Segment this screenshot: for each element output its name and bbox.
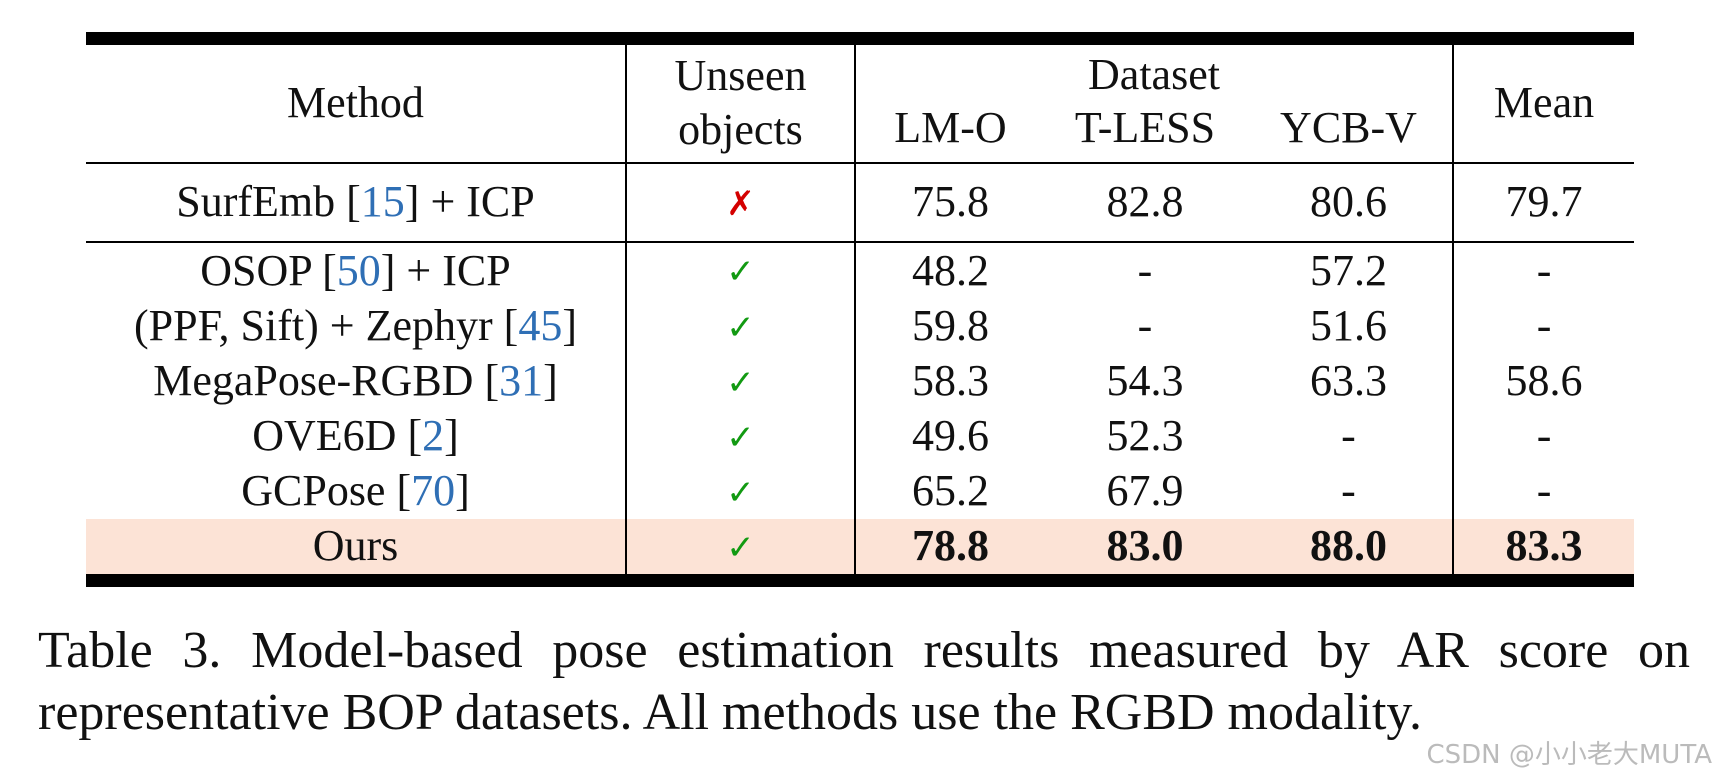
method-name: OVE6D [	[252, 411, 423, 460]
unseen-cell: ✓	[626, 463, 856, 519]
method-cell: SurfEmb [15] + ICP	[86, 161, 627, 242]
mean-cell: -	[1453, 240, 1635, 299]
unseen-mark: ✓	[726, 252, 755, 292]
value-cell: 59.8	[912, 301, 989, 350]
caption: Table 3. Model-based pose estimation res…	[38, 622, 1690, 741]
unseen-cell: ✓	[626, 353, 856, 409]
method-suffix: ]	[444, 411, 459, 460]
header-dataset-column: T-LESS	[1074, 103, 1216, 152]
value-cell: 67.9	[1106, 466, 1184, 515]
value-cell: 80.6	[1245, 161, 1455, 242]
value-cell: -	[1045, 240, 1245, 299]
method-name: GCPose [	[241, 466, 412, 515]
method-name: Ours	[312, 521, 399, 570]
unseen-mark: ✗	[726, 183, 755, 224]
value-cell: 65.2	[912, 466, 989, 515]
method-name: SurfEmb [	[176, 177, 361, 226]
header-unseen: Unseen objects	[626, 38, 856, 163]
value-cell: -	[1245, 463, 1455, 519]
value-cell: 54.3	[1106, 356, 1184, 405]
citation: 31	[499, 356, 544, 405]
citation: 15	[360, 177, 405, 226]
unseen-mark: ✓	[726, 362, 755, 403]
unseen-mark: ✓	[726, 417, 755, 458]
results-table: Method Unseen objects Dataset Mean LM-O T…	[86, 32, 1635, 587]
method-cell: MegaPose-RGBD [31]	[86, 353, 627, 409]
header-dataset-column: LM-O	[894, 103, 1007, 152]
method-suffix: ]	[543, 356, 558, 405]
table-row: GCPose [70] ✓ 65.2 67.9 - -	[86, 463, 1634, 519]
method-name: MegaPose-RGBD [	[153, 356, 500, 405]
unseen-cell: ✓	[626, 518, 856, 580]
mean-cell: -	[1536, 411, 1552, 460]
value-cell: 88.0	[1245, 518, 1455, 580]
mean-cell: -	[1536, 466, 1552, 515]
method-cell: (PPF, Sift) + Zephyr [45]	[86, 298, 627, 354]
value-cell: 48.2	[855, 240, 1045, 299]
value-cell: -	[1137, 301, 1153, 350]
unseen-cell: ✗	[626, 161, 856, 242]
header-method: Method	[86, 38, 627, 163]
method-suffix: ]	[562, 301, 577, 350]
unseen-cell: ✓	[626, 298, 856, 354]
citation: 70	[411, 466, 456, 515]
method-suffix: ]	[455, 466, 470, 515]
citation: 2	[422, 411, 445, 460]
table-row: OSOP [50] + ICP ✓ 48.2-57.2-	[86, 240, 1635, 299]
value-cell: 52.3	[1106, 411, 1184, 460]
method-cell: OVE6D [2]	[86, 408, 627, 464]
value-cell: 83.0	[1045, 518, 1245, 580]
value-cell: 78.8	[855, 518, 1045, 580]
method-cell: Ours	[86, 518, 627, 580]
header-dataset-column: YCB-V	[1245, 100, 1455, 163]
value-cell: 57.2	[1245, 240, 1455, 299]
method-suffix: ] + ICP	[404, 177, 535, 226]
mean-cell: 58.6	[1505, 356, 1583, 405]
citation: 45	[518, 301, 563, 350]
value-cell: 49.6	[912, 411, 989, 460]
header-mean: Mean	[1493, 78, 1595, 128]
unseen-cell: ✓	[626, 408, 856, 464]
table-row: OVE6D [2] ✓ 49.6 52.3 - -	[86, 408, 1634, 464]
method-suffix: ] + ICP	[380, 245, 511, 295]
table-row: SurfEmb [15] + ICP ✗ 75.8 82.8 80.6 79.7	[86, 161, 1635, 242]
unseen-mark: ✓	[726, 472, 755, 513]
value-cell: 58.3	[912, 356, 989, 405]
table-row: MegaPose-RGBD [31] ✓ 58.3 54.3 63.3 58.6	[86, 353, 1634, 409]
table-row: Ours ✓ 78.8 83.0 88.0 83.3	[86, 518, 1635, 580]
value-cell: -	[1245, 408, 1455, 464]
unseen-mark: ✓	[726, 307, 755, 348]
mean-cell: 83.3	[1453, 518, 1635, 580]
mean-cell: 79.7	[1453, 161, 1635, 242]
value-cell: 63.3	[1245, 353, 1455, 409]
value-cell: 75.8	[855, 161, 1045, 242]
table-row: (PPF, Sift) + Zephyr [45] ✓ 59.8 - 51.6 -	[86, 298, 1634, 354]
method-cell: OSOP [50] + ICP	[86, 240, 627, 299]
method-name: (PPF, Sift) + Zephyr [	[134, 301, 519, 350]
method-cell: GCPose [70]	[86, 463, 627, 519]
unseen-cell: ✓	[626, 240, 856, 299]
method-name: OSOP [	[200, 245, 337, 295]
header-dataset: Dataset	[855, 38, 1455, 101]
unseen-mark: ✓	[726, 527, 755, 568]
value-cell: 51.6	[1245, 298, 1455, 354]
watermark: CSDN @小小老大MUTA	[1426, 740, 1712, 770]
mean-cell: -	[1536, 301, 1552, 350]
value-cell: 82.8	[1045, 161, 1245, 242]
citation: 50	[336, 245, 381, 295]
